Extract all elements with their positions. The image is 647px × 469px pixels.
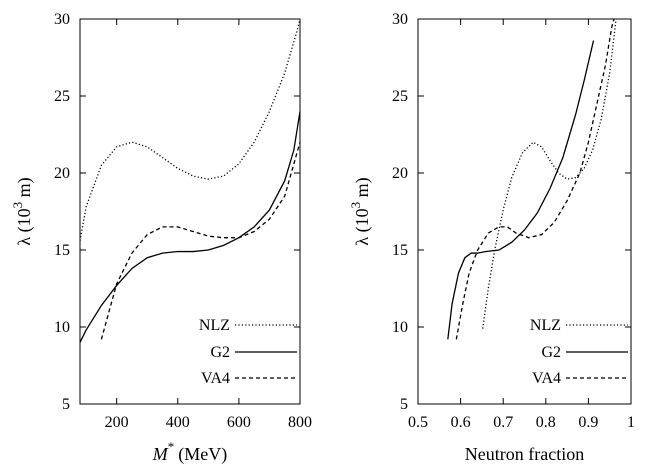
legend-label-g2: G2 (210, 344, 230, 361)
y-tick-label: 25 (54, 88, 70, 105)
x-tick-label: 0.7 (493, 414, 513, 431)
x-tick-label: 0.6 (451, 414, 471, 431)
chart-panel-1: 5 10 15 20 25 30 200 400 600 800 λ (103 m) M* (MeV) N… (10, 11, 312, 465)
series-line-nlz (482, 19, 617, 329)
y-tick-label: 30 (54, 11, 70, 28)
legend-label-g2: G2 (541, 344, 561, 361)
legend-label-va4: VA4 (201, 370, 230, 387)
x-tick-label: 200 (105, 414, 129, 431)
y-axis-label: λ (103 m) (348, 177, 373, 245)
y-tick-label: 10 (392, 319, 408, 336)
y-tick-label: 15 (392, 242, 408, 259)
y-tick-label: 20 (392, 165, 408, 182)
legend-label-va4: VA4 (532, 370, 561, 387)
plot-frame (79, 18, 301, 405)
x-tick-label: 0.5 (408, 414, 428, 431)
y-tick-label: 5 (62, 396, 70, 413)
x-tick-label: 1 (627, 414, 635, 431)
legend-label-nlz: NLZ (530, 317, 561, 334)
y-tick-label: 20 (54, 165, 70, 182)
y-tick-label: 10 (54, 319, 70, 336)
x-axis-label: M* (MeV) (152, 439, 227, 465)
plot-frame (417, 18, 632, 405)
chart-panel-2: 5 10 15 20 25 30 0.5 0.6 0.7 0.8 0.9 1 λ (103 m) Neut… (348, 11, 635, 464)
x-tick-label: 0.8 (536, 414, 556, 431)
y-tick-label: 15 (54, 242, 70, 259)
series-line-va4 (455, 19, 615, 340)
series-line-g2 (80, 111, 300, 343)
x-tick-label: 0.9 (578, 414, 598, 431)
y-axis-label: λ (103 m) (10, 177, 35, 245)
y-tick-label: 5 (400, 396, 408, 413)
legend-label-nlz: NLZ (199, 317, 230, 334)
x-tick-label: 800 (288, 414, 312, 431)
x-tick-label: 400 (166, 414, 190, 431)
y-tick-label: 25 (392, 88, 408, 105)
x-tick-label: 600 (227, 414, 251, 431)
series-line-g2 (447, 40, 595, 340)
series-line-nlz (80, 19, 300, 241)
series-line-va4 (100, 142, 300, 340)
x-axis-label: Neutron fraction (465, 444, 584, 464)
y-tick-label: 30 (392, 11, 408, 28)
